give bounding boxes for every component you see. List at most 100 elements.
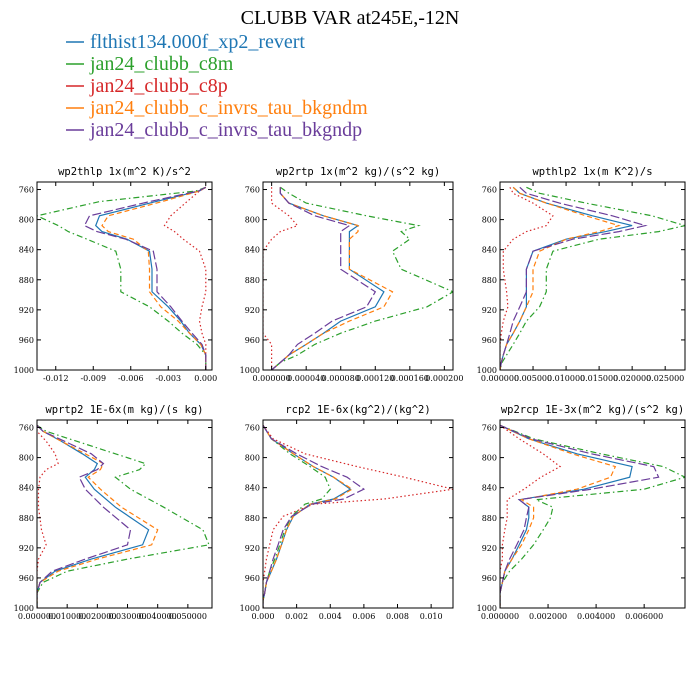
y-tick-label: 760 — [482, 186, 497, 195]
series-line — [263, 424, 453, 608]
y-tick-label: 1000 — [14, 604, 34, 613]
legend-item: jan24_clubb_c8p — [66, 75, 228, 97]
plot-frame — [36, 181, 213, 371]
legend-item: jan24_clubb_c_invrs_tau_bkgndm — [66, 97, 368, 119]
y-tick-label: 840 — [19, 246, 34, 255]
series-line — [94, 186, 207, 370]
y-tick-label: 840 — [19, 484, 34, 493]
series-group — [37, 186, 207, 370]
y-tick-label: 800 — [19, 454, 34, 463]
panel-title: wp2rcp 1E-3x(m^2 kg)/(s^2 kg) — [501, 404, 684, 416]
series-group — [263, 424, 453, 608]
series-line — [263, 424, 354, 608]
y-tick-label: 920 — [482, 544, 497, 553]
x-tick-label: 0.000200 — [425, 374, 463, 383]
y-tick-label: 760 — [19, 186, 34, 195]
y-tick-label: 1000 — [240, 366, 260, 375]
y-tick-label: 800 — [19, 216, 34, 225]
series-line — [500, 186, 648, 370]
series-line — [37, 186, 207, 370]
chart-panel: wp2rtp 1x(m^2 kg)/(s^2 kg) 760 800 840 880 92… — [240, 166, 464, 383]
y-tick-label: 960 — [245, 336, 260, 345]
y-tick-label: 880 — [245, 276, 260, 285]
series-line — [271, 186, 453, 370]
series-line — [500, 424, 660, 608]
x-tick-label: -0.006 — [118, 374, 144, 383]
series-group — [37, 424, 210, 608]
series-line — [500, 187, 554, 370]
x-tick-label: 0.025000 — [646, 374, 684, 383]
y-tick-label: 760 — [19, 424, 34, 433]
plot-frame — [499, 181, 686, 371]
x-tick-label: 0.015000 — [580, 374, 618, 383]
y-tick-label: 760 — [245, 186, 260, 195]
y-tick-label: 1000 — [14, 366, 34, 375]
chart-panel: rcp2 1E-6x(kg^2)/(kg^2) 760 800 840 880 920 96… — [240, 404, 454, 621]
x-tick-label: 0.002000 — [529, 612, 567, 621]
y-tick-label: 1000 — [477, 366, 497, 375]
legend: flthist134.000f_xp2_revertjan24_clubb_c8… — [66, 31, 368, 141]
x-tick-label: 0.010000 — [48, 612, 86, 621]
panel-title: wp2thlp 1x(m^2 K)/s^2 — [58, 166, 191, 178]
y-tick-label: 920 — [19, 544, 34, 553]
x-tick-label: 0.050000 — [169, 612, 207, 621]
figure-title: CLUBB VAR at245E,-12N — [241, 7, 460, 29]
legend-label: jan24_clubb_c8p — [89, 75, 228, 97]
x-tick-label: 0.000000 — [481, 612, 519, 621]
x-tick-label: 0.004 — [319, 612, 342, 621]
legend-item: jan24_clubb_c_invrs_tau_bkgndp — [66, 119, 362, 141]
series-line — [37, 424, 132, 608]
y-tick-label: 960 — [482, 336, 497, 345]
y-tick-label: 960 — [19, 574, 34, 583]
legend-label: jan24_clubb_c_invrs_tau_bkgndm — [89, 97, 368, 119]
y-tick-label: 880 — [19, 276, 34, 285]
series-line — [500, 424, 685, 608]
legend-label: flthist134.000f_xp2_revert — [90, 31, 305, 53]
x-tick-label: 0.000000 — [481, 374, 519, 383]
y-tick-label: 840 — [245, 484, 260, 493]
legend-item: jan24_clubb_c8m — [66, 53, 234, 75]
x-tick-label: 0.000000 — [18, 612, 56, 621]
panel-title: wp2rtp 1x(m^2 kg)/(s^2 kg) — [276, 166, 440, 178]
y-tick-label: 800 — [245, 216, 260, 225]
series-line — [271, 187, 394, 370]
series-line — [263, 424, 352, 608]
legend-item: flthist134.000f_xp2_revert — [66, 31, 305, 53]
series-line — [500, 186, 621, 370]
plot-frame — [262, 181, 454, 371]
plot-frame — [262, 419, 454, 609]
x-tick-label: 0.000000 — [253, 374, 291, 383]
series-line — [83, 186, 207, 370]
y-tick-label: 880 — [482, 276, 497, 285]
plot-frame — [36, 419, 213, 609]
x-tick-label: 0.010 — [420, 612, 443, 621]
x-tick-label: 0.008 — [386, 612, 409, 621]
y-tick-label: 800 — [245, 454, 260, 463]
y-tick-label: 1000 — [477, 604, 497, 613]
y-tick-label: 880 — [482, 514, 497, 523]
series-line — [263, 187, 299, 370]
y-tick-label: 920 — [482, 306, 497, 315]
panel-title: rcp2 1E-6x(kg^2)/(kg^2) — [285, 404, 430, 416]
y-tick-label: 800 — [482, 454, 497, 463]
y-tick-label: 960 — [245, 574, 260, 583]
panel-title: wprtp2 1E-6x(m kg)/(s kg) — [45, 404, 203, 416]
x-tick-label: -0.003 — [155, 374, 181, 383]
y-tick-label: 960 — [19, 336, 34, 345]
series-line — [500, 424, 562, 608]
x-tick-label: 0.000080 — [322, 374, 360, 383]
panel-title: wpthlp2 1x(m K^2)/s — [532, 166, 652, 178]
x-tick-label: 0.020000 — [78, 612, 116, 621]
legend-label: jan24_clubb_c_invrs_tau_bkgndp — [89, 119, 362, 141]
chart-panel: wpthlp2 1x(m K^2)/s 760 800 840 880 920 960 100… — [477, 166, 686, 383]
y-tick-label: 800 — [482, 216, 497, 225]
y-tick-label: 920 — [245, 544, 260, 553]
y-tick-label: 1000 — [240, 604, 260, 613]
series-line — [500, 424, 617, 608]
x-tick-label: -0.009 — [80, 374, 106, 383]
series-line — [263, 424, 331, 608]
y-tick-label: 880 — [19, 514, 34, 523]
y-tick-label: 760 — [482, 424, 497, 433]
y-tick-label: 840 — [482, 484, 497, 493]
